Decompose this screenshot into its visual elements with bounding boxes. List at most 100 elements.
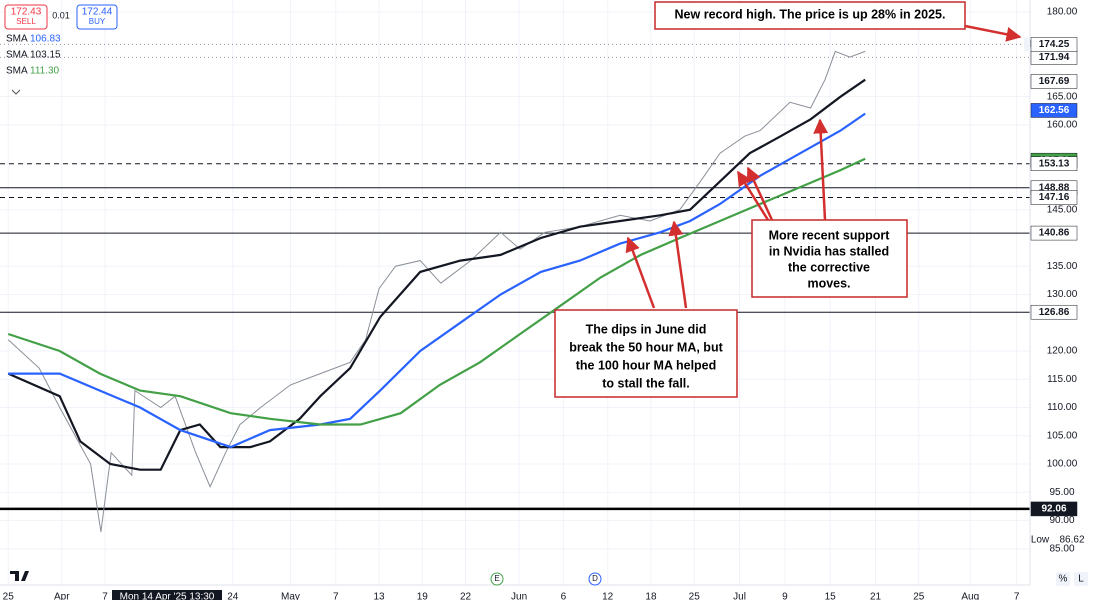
extreme-tag: Low (1031, 534, 1050, 545)
price-label: 174.25 (1039, 39, 1070, 50)
x-tick-label: 21 (870, 592, 882, 600)
axes: 25 Apr 7 24 May 7 13 19 22 Jun 6 12 18 25 Jul 9 15 21 25 Au… (3, 7, 1085, 600)
spread: 0.01 (52, 10, 70, 20)
y-tick-label: 85.00 (1049, 543, 1074, 554)
annotation-box (751, 219, 908, 298)
x-tick-label: 7 (102, 592, 108, 600)
arrow (668, 220, 688, 309)
annotation-box (654, 1, 966, 30)
x-tick-label: 25 (689, 592, 701, 600)
y-tick-label: 180.00 (1047, 7, 1078, 18)
x-tick-label: 13 (373, 592, 385, 600)
sell-label: SELL (16, 17, 36, 26)
annotation-text: to stall the fall. (602, 376, 690, 390)
x-tick-label: Apr (54, 592, 70, 600)
y-tick-label: 90.00 (1049, 515, 1074, 526)
price-label: 140.86 (1039, 228, 1070, 239)
trade-widget[interactable]: 172.43 SELL 0.01 172.44 BUY (4, 4, 118, 30)
arrow (813, 118, 829, 221)
y-tick-label: 130.00 (1047, 289, 1078, 300)
price-label: 162.56 (1039, 105, 1070, 116)
y-tick-label: 100.00 (1047, 459, 1078, 470)
annotation-text: in Nvidia has stalled (769, 244, 889, 258)
arrows (625, 24, 1022, 309)
y-tick-label: 95.00 (1049, 487, 1074, 498)
x-tick-label: 7 (333, 592, 339, 600)
event-label: D (592, 574, 598, 583)
y-tick-label: 165.00 (1047, 91, 1078, 102)
price-label-bg (1030, 501, 1078, 517)
arrow (625, 236, 656, 309)
series-line (7, 50, 866, 532)
sma-value: 106.83 (30, 34, 61, 45)
annotation-text: The dips in June did (586, 322, 707, 336)
series-line (8, 112, 866, 449)
sma-name: SMA (6, 66, 28, 77)
crosshair-label-bg (112, 590, 222, 600)
log-button[interactable] (1074, 572, 1088, 586)
crosshair-label: Mon 14 Apr '25 13:30 (120, 592, 215, 600)
sell-price: 172.43 (11, 7, 42, 18)
sma-name: SMA (6, 50, 28, 61)
price-label-bg (1030, 156, 1078, 171)
x-tick-label: 7 (1014, 592, 1020, 600)
annotation-text: break the 50 hour MA, but (569, 340, 723, 354)
x-tick-label: 19 (417, 592, 429, 600)
y-tick-label: 105.00 (1047, 430, 1078, 441)
price-label-bg (1030, 103, 1078, 118)
sma-value: 103.15 (30, 50, 61, 61)
price-label: 171.94 (1039, 52, 1070, 63)
arrow (736, 170, 770, 221)
annotation-text: New record high. The price is up 28% in … (675, 7, 946, 21)
x-tick-label: 25 (913, 592, 925, 600)
event-marker (588, 572, 602, 586)
percent-label: % (1059, 574, 1068, 585)
x-tick-label: 15 (825, 592, 837, 600)
x-tick-label: Jul (733, 592, 746, 600)
series (7, 50, 866, 532)
annotation-text: the 100 hour MA helped (576, 358, 717, 372)
percent-button[interactable] (1056, 572, 1070, 586)
sell-button[interactable] (4, 4, 48, 30)
x-tick-label: 6 (561, 592, 567, 600)
sma-name: SMA (6, 34, 28, 45)
extreme-value: 86.62 (1059, 534, 1084, 545)
price-label: 126.86 (1039, 307, 1070, 318)
x-tick-label: 18 (645, 592, 657, 600)
x-tick-label: May (281, 592, 300, 600)
arrow (746, 166, 774, 221)
levels (0, 43, 1030, 511)
sma-value: 111.30 (30, 66, 60, 77)
y-tick-label: 145.00 (1047, 204, 1078, 215)
arrow (964, 24, 1022, 42)
event-label: E (494, 574, 499, 583)
annotation-text: the corrective (788, 260, 870, 274)
buy-button[interactable] (76, 4, 118, 30)
y-tick-label: 115.00 (1047, 374, 1077, 385)
price-label: 92.06 (1041, 504, 1066, 515)
price-label: 148.88 (1039, 182, 1070, 193)
collapse-icon[interactable] (11, 89, 21, 95)
y-tick-label: 135.00 (1047, 261, 1078, 272)
x-tick-label: Aug (961, 592, 979, 600)
logo (10, 571, 29, 581)
annotation-text: moves. (807, 276, 850, 290)
series-line (7, 78, 866, 471)
series-line (7, 157, 866, 426)
annotation-box (554, 309, 738, 398)
log-label: L (1078, 574, 1084, 585)
price-label-bg (1030, 190, 1078, 205)
y-tick-label: 120.00 (1047, 346, 1078, 357)
x-tick-label: 22 (460, 592, 472, 600)
y-tick-label: 110.00 (1047, 402, 1077, 413)
price-label: 147.16 (1039, 192, 1070, 203)
price-label: 153.13 (1039, 158, 1070, 169)
buy-label: BUY (89, 17, 106, 26)
x-tick-label: 25 (3, 592, 15, 600)
buy-price: 172.44 (82, 7, 113, 18)
annotation-text: More recent support (769, 228, 891, 242)
price-label-bg (1030, 304, 1078, 320)
